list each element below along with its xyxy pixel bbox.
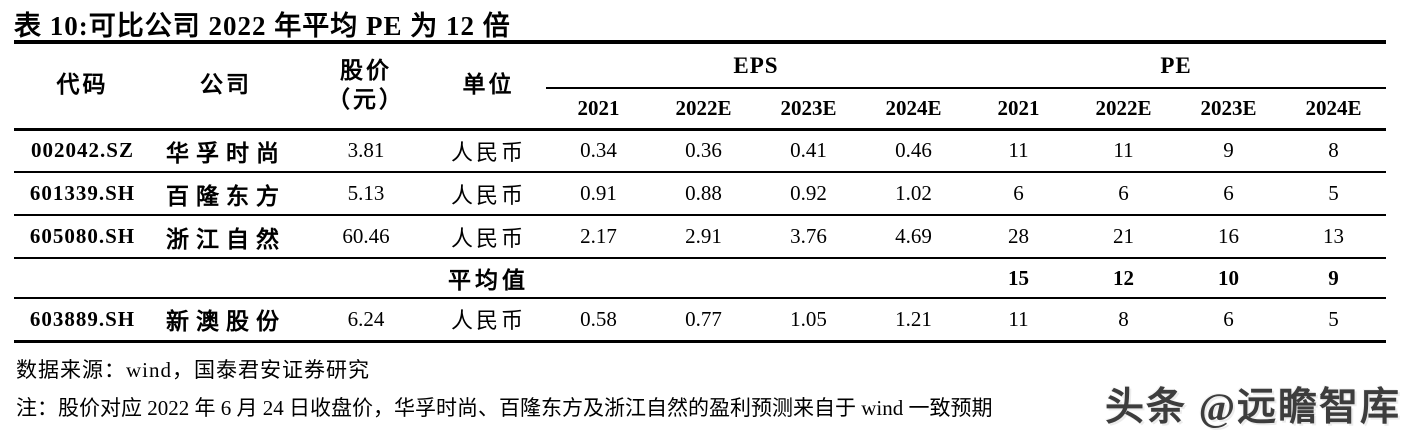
table-row: 605080.SH 浙江自然 60.46 人民币 2.17 2.91 3.76 … — [14, 215, 1387, 258]
year-header: 2023E — [780, 95, 837, 120]
table-row: 601339.SH 百隆东方 5.13 人民币 0.91 0.88 0.92 1… — [14, 172, 1387, 215]
cell-eps-2024e: 1.21 — [895, 306, 932, 331]
cell-pe-2022e: 6 — [1118, 181, 1129, 205]
table-row: 002042.SZ 华孚时尚 3.81 人民币 0.34 0.36 0.41 0… — [14, 129, 1387, 172]
cell-eps-2023e: 0.92 — [790, 181, 827, 205]
avg-pe-2023e: 10 — [1218, 265, 1239, 290]
header-row-years: 2021 2022E 2023E 2024E 2021 2022E 2023E … — [14, 88, 1386, 129]
cell-pe-2024e: 13 — [1323, 224, 1344, 248]
cell-eps-2022e: 0.36 — [685, 138, 722, 163]
year-header: 2024E — [885, 95, 942, 120]
cell-pe-2023e: 6 — [1223, 181, 1234, 205]
cell-empty — [756, 258, 861, 298]
average-row: 平均值 15 12 10 9 — [14, 258, 1387, 298]
col-header-unit: 单位 — [462, 72, 515, 98]
cell-pe-2024e: 5 — [1328, 181, 1339, 205]
watermark-toutiao: 头条 @远瞻智库 — [1104, 386, 1401, 429]
cell-code: 605080.SH — [29, 224, 136, 248]
cell-price: 60.46 — [342, 224, 390, 248]
cell-eps-2024e: 1.02 — [895, 181, 932, 205]
header-row-groups: 代码 公司 股价 （元） 单位 EPS PE — [14, 42, 1387, 112]
cell-price: 5.13 — [347, 181, 385, 205]
cell-pe-2023e: 9 — [1223, 138, 1234, 163]
price-header-line2: （元） — [327, 86, 405, 112]
year-header: 2024E — [1305, 95, 1362, 120]
cell-price: 6.24 — [347, 306, 385, 331]
cell-eps-2024e: 0.46 — [895, 138, 932, 163]
cell-eps-2022e: 2.91 — [685, 224, 722, 248]
cell-pe-2022e: 8 — [1118, 306, 1129, 331]
footnote-line: 注：股价对应 2022 年 6 月 24 日收盘价，华孚时尚、百隆东方及浙江自然… — [16, 396, 993, 420]
col-header-price: 股价 （元） — [301, 42, 431, 129]
cell-pe-2024e: 5 — [1328, 306, 1339, 331]
cell-eps-2024e: 4.69 — [895, 224, 932, 248]
cell-eps-2021: 0.58 — [580, 306, 617, 331]
cell-empty — [546, 258, 651, 298]
cell-eps-2022e: 0.77 — [685, 306, 722, 331]
year-header: 2022E — [675, 95, 732, 120]
cell-pe-2021: 11 — [1008, 306, 1029, 331]
cell-empty — [151, 258, 301, 298]
cell-pe-2024e: 8 — [1328, 138, 1339, 163]
avg-pe-2021: 15 — [1008, 265, 1029, 290]
cell-eps-2021: 2.17 — [580, 224, 617, 248]
data-source-line: 数据来源：wind，国泰君安证券研究 — [16, 358, 370, 382]
cell-company: 百隆东方 — [166, 183, 286, 209]
cell-company: 新澳股份 — [166, 309, 286, 335]
cell-code: 601339.SH — [29, 181, 136, 205]
cell-eps-2021: 0.91 — [580, 181, 617, 205]
cell-company: 浙江自然 — [166, 226, 286, 252]
year-header: 2021 — [997, 95, 1040, 120]
average-label: 平均值 — [448, 268, 529, 293]
cell-unit: 人民币 — [450, 182, 526, 208]
table-title: 表 10:可比公司 2022 年平均 PE 为 12 倍 — [14, 11, 511, 41]
cell-code: 603889.SH — [29, 306, 136, 331]
year-header: 2021 — [577, 95, 620, 120]
col-header-company: 公司 — [200, 72, 252, 98]
avg-pe-2024e: 9 — [1328, 265, 1339, 290]
cell-empty — [651, 258, 756, 298]
cell-unit: 人民币 — [450, 139, 526, 165]
year-header: 2022E — [1095, 95, 1152, 120]
table-header: 代码 公司 股价 （元） 单位 EPS PE 2021 2022E 2023E … — [14, 42, 1387, 129]
cell-pe-2021: 11 — [1008, 138, 1029, 163]
comparable-companies-table: 代码 公司 股价 （元） 单位 EPS PE 2021 2022E 2023E … — [14, 40, 1387, 343]
avg-pe-2022e: 12 — [1113, 265, 1134, 290]
col-group-eps: EPS — [546, 42, 966, 89]
cell-unit: 人民币 — [450, 225, 526, 251]
cell-eps-2022e: 0.88 — [685, 181, 722, 205]
price-header-line1: 股价 — [340, 58, 392, 83]
col-header-code: 代码 — [56, 72, 109, 98]
cell-pe-2022e: 21 — [1113, 224, 1134, 248]
col-group-pe: PE — [966, 42, 1387, 89]
cell-company: 华孚时尚 — [166, 140, 286, 166]
cell-eps-2023e: 0.41 — [790, 138, 827, 163]
table-body: 002042.SZ 华孚时尚 3.81 人民币 0.34 0.36 0.41 0… — [14, 129, 1387, 341]
cell-eps-2023e: 1.05 — [790, 306, 827, 331]
cell-pe-2023e: 16 — [1218, 224, 1239, 248]
cell-eps-2023e: 3.76 — [790, 224, 827, 248]
cell-eps-2021: 0.34 — [580, 138, 617, 163]
cell-price: 3.81 — [347, 138, 385, 163]
cell-pe-2021: 6 — [1013, 181, 1024, 205]
year-header: 2023E — [1200, 95, 1257, 120]
cell-empty — [14, 258, 151, 298]
cell-unit: 人民币 — [450, 308, 526, 334]
cell-pe-2023e: 6 — [1223, 306, 1234, 331]
cell-pe-2021: 28 — [1008, 224, 1029, 248]
cell-pe-2022e: 11 — [1113, 138, 1134, 163]
cell-empty — [301, 258, 431, 298]
table-row: 603889.SH 新澳股份 6.24 人民币 0.58 0.77 1.05 1… — [14, 298, 1386, 341]
cell-code: 002042.SZ — [31, 138, 134, 163]
cell-empty — [861, 258, 966, 298]
